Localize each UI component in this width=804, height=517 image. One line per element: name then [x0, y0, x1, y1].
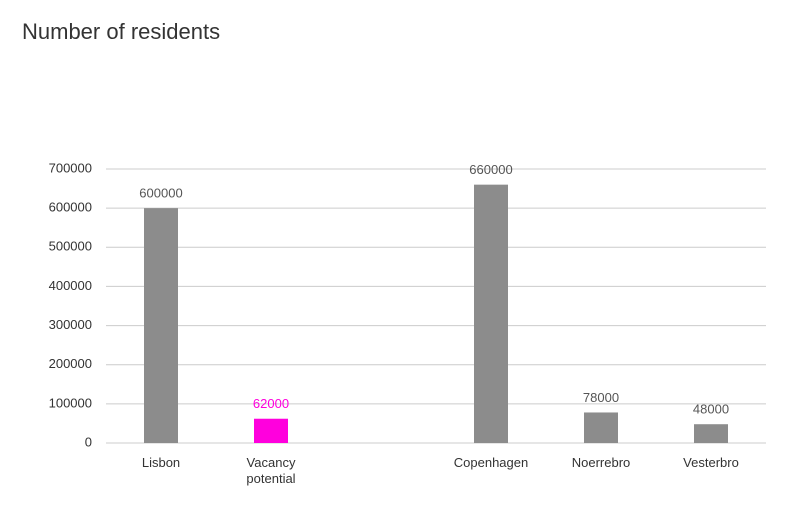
data-label: 62000	[253, 396, 289, 411]
y-tick-label: 0	[85, 434, 92, 449]
bar	[144, 208, 178, 443]
x-tick-label: Noerrebro	[571, 455, 631, 470]
x-tick-label: Vesterbro	[683, 455, 739, 470]
y-tick-label: 200000	[49, 356, 92, 371]
y-tick-label: 600000	[49, 200, 92, 215]
data-label: 600000	[139, 186, 182, 201]
y-tick-label: 400000	[49, 278, 92, 293]
y-tick-label: 700000	[49, 160, 92, 175]
y-tick-label: 500000	[49, 239, 92, 254]
data-label: 78000	[583, 390, 619, 405]
bar	[254, 418, 288, 443]
bar	[474, 184, 508, 443]
chart-title: Number of residents	[22, 19, 220, 44]
data-label: 660000	[469, 162, 512, 177]
y-tick-label: 300000	[49, 317, 92, 332]
x-tick-label: Lisbon	[141, 455, 181, 470]
x-tick-label: Copenhagen	[453, 455, 529, 470]
bar	[584, 412, 618, 443]
data-label: 48000	[693, 402, 729, 417]
x-tick-label: Vacancy potential	[246, 455, 296, 486]
bar	[694, 424, 728, 443]
y-tick-label: 100000	[49, 395, 92, 410]
